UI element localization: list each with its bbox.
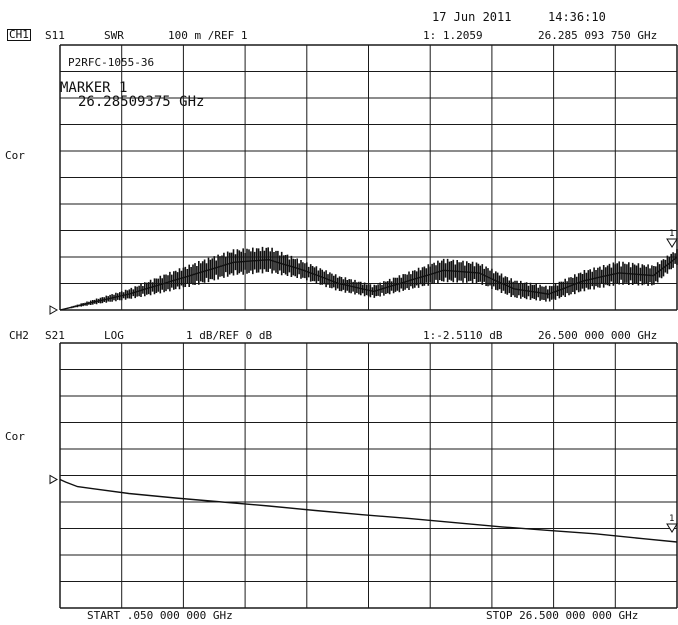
ch2-side-label: Cor [5,430,25,443]
ch1-annotation-name: P2RFC-1055-36 [68,56,155,69]
ch2-label: CH2 [9,329,29,342]
ch1-scale-ref: 100 m /REF 1 [168,29,248,42]
ch1-annotation-marker-title: MARKER 1 [60,80,128,96]
trace-line [59,478,678,543]
marker-triangle [666,238,678,248]
ch1-side-label: Cor [5,149,25,162]
reference-arrow [49,305,59,315]
trace-line [59,256,678,311]
marker-number: 1 [669,514,674,524]
ch1-parameter: S11 [45,29,65,42]
ch2-marker-frequency: 26.500 000 000 GHz [538,329,658,342]
ch1-marker-readout: 1: 1.2059 [423,29,483,42]
ch1-marker-frequency: 26.285 093 750 GHz [538,29,658,42]
ch2-marker: 1 [666,514,678,533]
ch1-grid [59,44,678,311]
ch2-format: LOG [104,329,124,342]
ch1-marker: 1 [666,229,678,248]
ch2-grid [59,342,678,609]
ch2-parameter: S21 [45,329,65,342]
marker-number: 1 [669,229,674,239]
ch2-marker-readout: 1:-2.5110 dB [423,329,503,342]
ch1-label: CH1 [7,28,31,41]
time-stamp: 14:36:10 [548,10,606,24]
reference-arrow [49,474,59,485]
start-frequency: START .050 000 000 GHz [87,609,233,622]
ch1-trace [49,246,678,315]
ch2-scale-ref: 1 dB/REF 0 dB [186,329,273,342]
ch2-trace [49,474,678,543]
date-stamp: 17 Jun 2011 [432,10,512,24]
stop-frequency: STOP 26.500 000 000 GHz [486,609,639,622]
ch1-format: SWR [104,29,124,42]
marker-triangle [666,523,678,533]
